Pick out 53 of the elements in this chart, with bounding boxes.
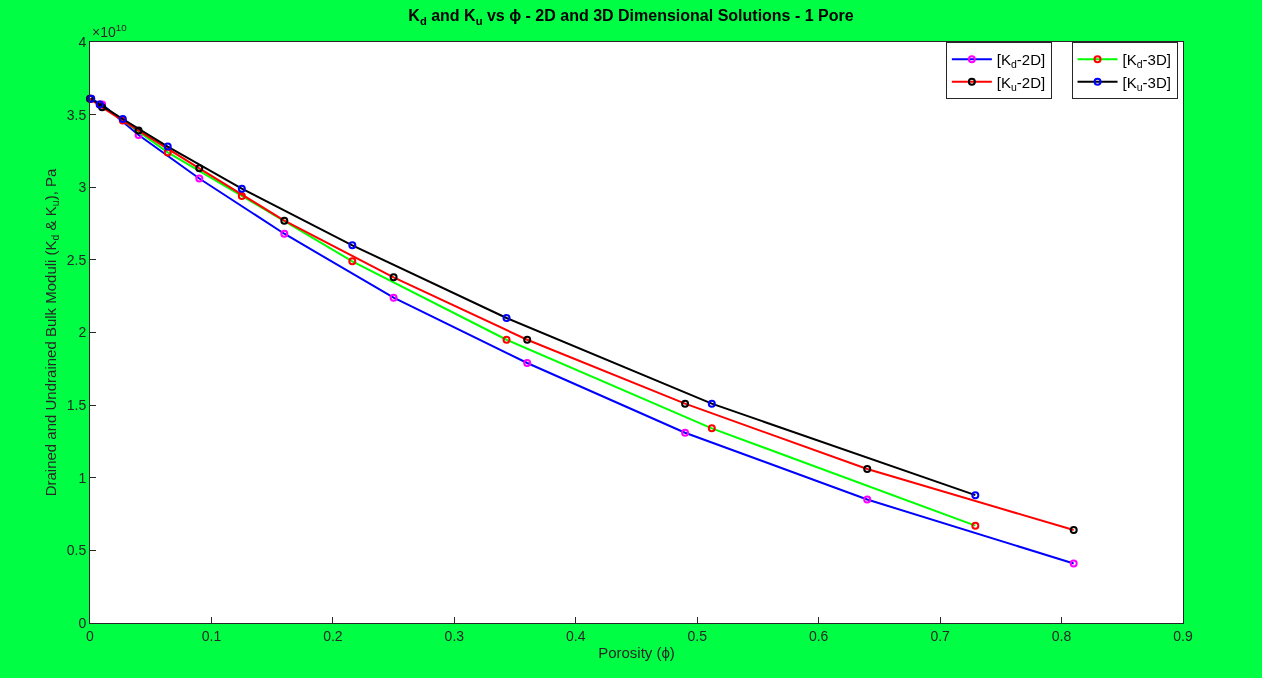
point bbox=[707, 424, 716, 433]
point bbox=[502, 313, 511, 322]
point bbox=[134, 130, 143, 139]
point bbox=[523, 359, 532, 367]
legend-label: [K$_{u}$-2D] bbox=[996, 73, 1046, 93]
point bbox=[863, 495, 872, 504]
point bbox=[863, 465, 872, 474]
x-tick-label: 0.9 bbox=[1173, 627, 1193, 644]
point bbox=[163, 142, 172, 151]
point bbox=[195, 164, 204, 173]
point bbox=[348, 241, 357, 250]
legend-label: [K$_{d}$-2D] bbox=[996, 51, 1046, 71]
point bbox=[523, 335, 532, 344]
x-tick-label: 0.1 bbox=[201, 627, 222, 644]
point bbox=[163, 148, 172, 157]
x-tick-label: 0.3 bbox=[444, 627, 465, 644]
point bbox=[1069, 526, 1078, 535]
point bbox=[389, 273, 398, 282]
x-tick-label: 0.6 bbox=[808, 627, 829, 644]
point bbox=[389, 293, 398, 302]
x-tick-label: 0.2 bbox=[323, 627, 343, 644]
legend-label: [K$_{d}$-3D] bbox=[1122, 51, 1171, 71]
y-tick-label: 2.5 bbox=[66, 251, 87, 268]
text: ×10$^{10}$ bbox=[92, 22, 128, 40]
point bbox=[280, 216, 289, 225]
x-tick-label: 0.5 bbox=[687, 627, 708, 644]
point bbox=[707, 399, 716, 408]
point bbox=[1069, 559, 1078, 568]
x-tick-label: 0.7 bbox=[930, 627, 951, 644]
legend-label: [K$_{u}$-3D] bbox=[1122, 73, 1171, 93]
point bbox=[195, 174, 204, 183]
x-tick-label: 0.4 bbox=[566, 627, 586, 644]
point bbox=[237, 191, 246, 200]
point bbox=[134, 126, 143, 135]
chart-title: K$_{d}$ and K$_{u}$ vs ϕ - 2D and 3D Dimensional Solutions - 1 Pore bbox=[408, 7, 854, 27]
y-tick-label: 0 bbox=[78, 614, 87, 631]
point bbox=[971, 491, 980, 500]
point bbox=[681, 428, 690, 437]
y-tick-label: 1.5 bbox=[66, 397, 87, 414]
point bbox=[237, 184, 246, 193]
y-tick-label: 1 bbox=[78, 469, 87, 486]
x-axis-title: Porosity (ϕ) bbox=[598, 643, 675, 661]
x-tick-label: 0.8 bbox=[1051, 627, 1072, 644]
point bbox=[348, 257, 357, 266]
point bbox=[971, 521, 980, 530]
y-tick-label: 2 bbox=[78, 324, 87, 341]
point bbox=[681, 399, 690, 408]
y-tick-label: 3 bbox=[78, 179, 87, 196]
point bbox=[280, 229, 289, 238]
y-tick-label: 3.5 bbox=[66, 106, 87, 123]
point bbox=[502, 335, 511, 344]
y-tick-label: 4 bbox=[78, 33, 87, 50]
y-tick-label: 0.5 bbox=[66, 542, 87, 559]
